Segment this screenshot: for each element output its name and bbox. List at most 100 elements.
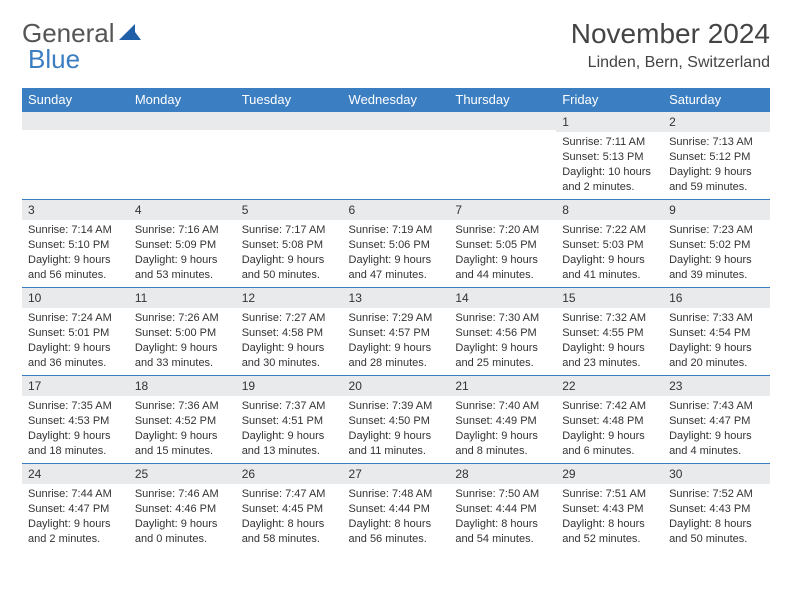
sunrise-text: Sunrise: 7:30 AM	[455, 311, 550, 326]
daylight-text: Daylight: 9 hours and 47 minutes.	[349, 253, 444, 283]
day-body: Sunrise: 7:36 AMSunset: 4:52 PMDaylight:…	[129, 396, 236, 462]
day-number: 17	[22, 376, 129, 396]
calendar-row: 17Sunrise: 7:35 AMSunset: 4:53 PMDayligh…	[22, 376, 770, 464]
calendar-row: 10Sunrise: 7:24 AMSunset: 5:01 PMDayligh…	[22, 288, 770, 376]
sunset-text: Sunset: 4:47 PM	[28, 502, 123, 517]
calendar-cell: 25Sunrise: 7:46 AMSunset: 4:46 PMDayligh…	[129, 464, 236, 552]
calendar-cell: 1Sunrise: 7:11 AMSunset: 5:13 PMDaylight…	[556, 112, 663, 200]
day-number: 1	[556, 112, 663, 132]
sunset-text: Sunset: 5:01 PM	[28, 326, 123, 341]
calendar-cell: 18Sunrise: 7:36 AMSunset: 4:52 PMDayligh…	[129, 376, 236, 464]
dh-thu: Thursday	[449, 88, 556, 112]
daylight-text: Daylight: 9 hours and 20 minutes.	[669, 341, 764, 371]
calendar-cell: 17Sunrise: 7:35 AMSunset: 4:53 PMDayligh…	[22, 376, 129, 464]
day-number: 23	[663, 376, 770, 396]
sunset-text: Sunset: 4:46 PM	[135, 502, 230, 517]
sunset-text: Sunset: 4:43 PM	[669, 502, 764, 517]
sunrise-text: Sunrise: 7:51 AM	[562, 487, 657, 502]
calendar-table: Sunday Monday Tuesday Wednesday Thursday…	[22, 88, 770, 552]
calendar-cell: 12Sunrise: 7:27 AMSunset: 4:58 PMDayligh…	[236, 288, 343, 376]
calendar-cell: 27Sunrise: 7:48 AMSunset: 4:44 PMDayligh…	[343, 464, 450, 552]
sunset-text: Sunset: 5:13 PM	[562, 150, 657, 165]
sunset-text: Sunset: 4:49 PM	[455, 414, 550, 429]
calendar-cell: 16Sunrise: 7:33 AMSunset: 4:54 PMDayligh…	[663, 288, 770, 376]
calendar-cell: 24Sunrise: 7:44 AMSunset: 4:47 PMDayligh…	[22, 464, 129, 552]
day-number: 20	[343, 376, 450, 396]
sunrise-text: Sunrise: 7:27 AM	[242, 311, 337, 326]
calendar-cell: 7Sunrise: 7:20 AMSunset: 5:05 PMDaylight…	[449, 200, 556, 288]
day-body: Sunrise: 7:35 AMSunset: 4:53 PMDaylight:…	[22, 396, 129, 462]
daylight-text: Daylight: 9 hours and 28 minutes.	[349, 341, 444, 371]
sunrise-text: Sunrise: 7:14 AM	[28, 223, 123, 238]
day-number	[343, 112, 450, 130]
calendar-cell: 23Sunrise: 7:43 AMSunset: 4:47 PMDayligh…	[663, 376, 770, 464]
day-body: Sunrise: 7:23 AMSunset: 5:02 PMDaylight:…	[663, 220, 770, 286]
calendar-cell: 9Sunrise: 7:23 AMSunset: 5:02 PMDaylight…	[663, 200, 770, 288]
daylight-text: Daylight: 9 hours and 30 minutes.	[242, 341, 337, 371]
day-number: 8	[556, 200, 663, 220]
calendar-cell: 20Sunrise: 7:39 AMSunset: 4:50 PMDayligh…	[343, 376, 450, 464]
sunset-text: Sunset: 4:47 PM	[669, 414, 764, 429]
day-body: Sunrise: 7:22 AMSunset: 5:03 PMDaylight:…	[556, 220, 663, 286]
day-number: 24	[22, 464, 129, 484]
daylight-text: Daylight: 9 hours and 18 minutes.	[28, 429, 123, 459]
day-body: Sunrise: 7:30 AMSunset: 4:56 PMDaylight:…	[449, 308, 556, 374]
day-number: 22	[556, 376, 663, 396]
calendar-cell	[343, 112, 450, 200]
day-number: 15	[556, 288, 663, 308]
daylight-text: Daylight: 9 hours and 15 minutes.	[135, 429, 230, 459]
day-body: Sunrise: 7:13 AMSunset: 5:12 PMDaylight:…	[663, 132, 770, 198]
sunset-text: Sunset: 5:06 PM	[349, 238, 444, 253]
sunset-text: Sunset: 4:48 PM	[562, 414, 657, 429]
daylight-text: Daylight: 9 hours and 8 minutes.	[455, 429, 550, 459]
calendar-cell	[236, 112, 343, 200]
day-number: 7	[449, 200, 556, 220]
calendar-cell: 11Sunrise: 7:26 AMSunset: 5:00 PMDayligh…	[129, 288, 236, 376]
dh-sat: Saturday	[663, 88, 770, 112]
dh-tue: Tuesday	[236, 88, 343, 112]
calendar-cell: 22Sunrise: 7:42 AMSunset: 4:48 PMDayligh…	[556, 376, 663, 464]
day-body: Sunrise: 7:40 AMSunset: 4:49 PMDaylight:…	[449, 396, 556, 462]
calendar-cell: 30Sunrise: 7:52 AMSunset: 4:43 PMDayligh…	[663, 464, 770, 552]
day-number: 10	[22, 288, 129, 308]
calendar-cell: 5Sunrise: 7:17 AMSunset: 5:08 PMDaylight…	[236, 200, 343, 288]
day-body: Sunrise: 7:33 AMSunset: 4:54 PMDaylight:…	[663, 308, 770, 374]
day-number: 28	[449, 464, 556, 484]
day-number	[236, 112, 343, 130]
calendar-cell	[449, 112, 556, 200]
daylight-text: Daylight: 8 hours and 54 minutes.	[455, 517, 550, 547]
day-number: 2	[663, 112, 770, 132]
calendar-body: 1Sunrise: 7:11 AMSunset: 5:13 PMDaylight…	[22, 112, 770, 552]
sunrise-text: Sunrise: 7:32 AM	[562, 311, 657, 326]
sunrise-text: Sunrise: 7:40 AM	[455, 399, 550, 414]
daylight-text: Daylight: 9 hours and 39 minutes.	[669, 253, 764, 283]
sunset-text: Sunset: 4:56 PM	[455, 326, 550, 341]
daylight-text: Daylight: 9 hours and 41 minutes.	[562, 253, 657, 283]
calendar-cell: 21Sunrise: 7:40 AMSunset: 4:49 PMDayligh…	[449, 376, 556, 464]
sunset-text: Sunset: 4:45 PM	[242, 502, 337, 517]
day-number	[22, 112, 129, 130]
dh-wed: Wednesday	[343, 88, 450, 112]
day-number: 19	[236, 376, 343, 396]
sunrise-text: Sunrise: 7:39 AM	[349, 399, 444, 414]
daylight-text: Daylight: 9 hours and 4 minutes.	[669, 429, 764, 459]
calendar-cell: 29Sunrise: 7:51 AMSunset: 4:43 PMDayligh…	[556, 464, 663, 552]
daylight-text: Daylight: 8 hours and 50 minutes.	[669, 517, 764, 547]
calendar-cell: 10Sunrise: 7:24 AMSunset: 5:01 PMDayligh…	[22, 288, 129, 376]
sunset-text: Sunset: 5:02 PM	[669, 238, 764, 253]
sunset-text: Sunset: 4:58 PM	[242, 326, 337, 341]
sunset-text: Sunset: 5:05 PM	[455, 238, 550, 253]
sunset-text: Sunset: 4:43 PM	[562, 502, 657, 517]
day-body: Sunrise: 7:42 AMSunset: 4:48 PMDaylight:…	[556, 396, 663, 462]
sunrise-text: Sunrise: 7:47 AM	[242, 487, 337, 502]
sunrise-text: Sunrise: 7:16 AM	[135, 223, 230, 238]
sunset-text: Sunset: 4:50 PM	[349, 414, 444, 429]
dh-fri: Friday	[556, 88, 663, 112]
day-body: Sunrise: 7:48 AMSunset: 4:44 PMDaylight:…	[343, 484, 450, 550]
day-number: 30	[663, 464, 770, 484]
day-header-row: Sunday Monday Tuesday Wednesday Thursday…	[22, 88, 770, 112]
day-body: Sunrise: 7:39 AMSunset: 4:50 PMDaylight:…	[343, 396, 450, 462]
sunset-text: Sunset: 5:03 PM	[562, 238, 657, 253]
day-body: Sunrise: 7:26 AMSunset: 5:00 PMDaylight:…	[129, 308, 236, 374]
sunrise-text: Sunrise: 7:48 AM	[349, 487, 444, 502]
